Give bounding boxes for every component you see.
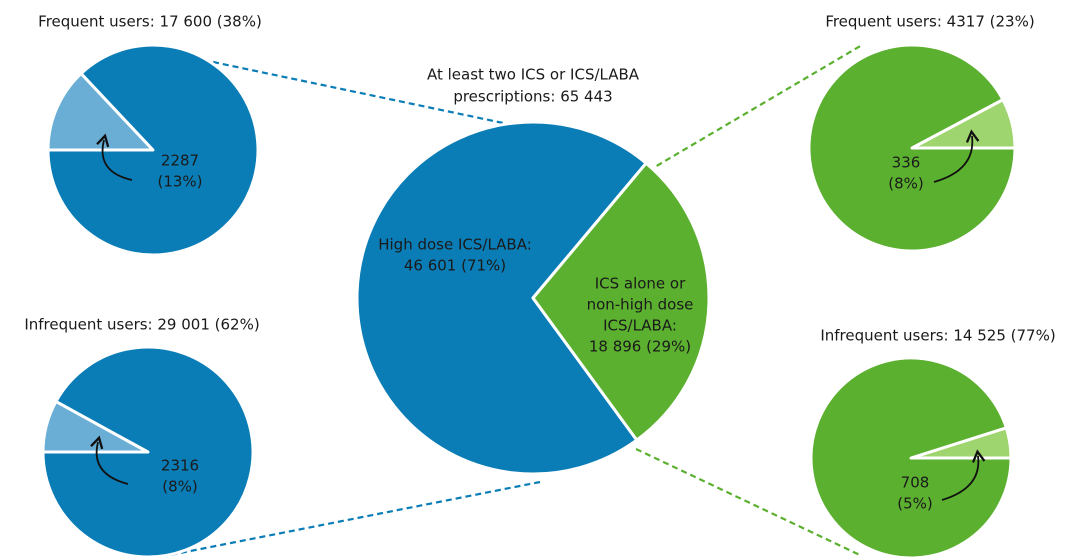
pie-slice [46,71,155,152]
pies [41,43,1017,557]
arrows [90,129,986,501]
arrow [941,449,986,501]
connectors [164,44,863,557]
data-label: 336 [892,154,921,172]
data-label: 708 [901,474,930,492]
arrow [96,133,133,181]
pie-title: At least two ICS or ICS/LABA [427,66,640,84]
arrow [933,129,980,183]
data-label: ICS alone or [595,275,686,293]
data-label: 46 601 (71%) [404,257,506,275]
data-label: (13%) [157,173,202,191]
data-label: 2287 [161,152,199,170]
labels: At least two ICS or ICS/LABA prescription… [24,13,1055,513]
data-label: 2316 [161,457,199,475]
data-label: (5%) [897,495,933,513]
pie-slice [46,43,260,257]
data-label: (8%) [888,175,924,193]
pie-slice [809,356,1013,557]
data-label: non-high dose [587,296,694,314]
data-label: High dose ICS/LABA: [378,236,532,254]
connector [647,44,863,172]
pie-title: Frequent users: 4317 (23%) [825,13,1034,31]
data-label: (8%) [162,478,198,496]
data-label: 18 896 (29%) [589,338,691,356]
connector [635,448,863,557]
data-label: ICS/LABA: [603,317,677,335]
pie-title: Frequent users: 17 600 (38%) [38,13,262,31]
pie-slice [807,43,1017,253]
arrow [90,435,129,485]
pie-slice [531,161,711,442]
connector [164,480,541,557]
pie-title: Infrequent users: 14 525 (77%) [820,327,1055,345]
pie-title: Infrequent users: 29 001 (62%) [24,316,259,334]
pie-slice [355,120,648,476]
pie-title: prescriptions: 65 443 [453,88,612,106]
connector [212,60,528,130]
pie-slice [41,345,255,557]
